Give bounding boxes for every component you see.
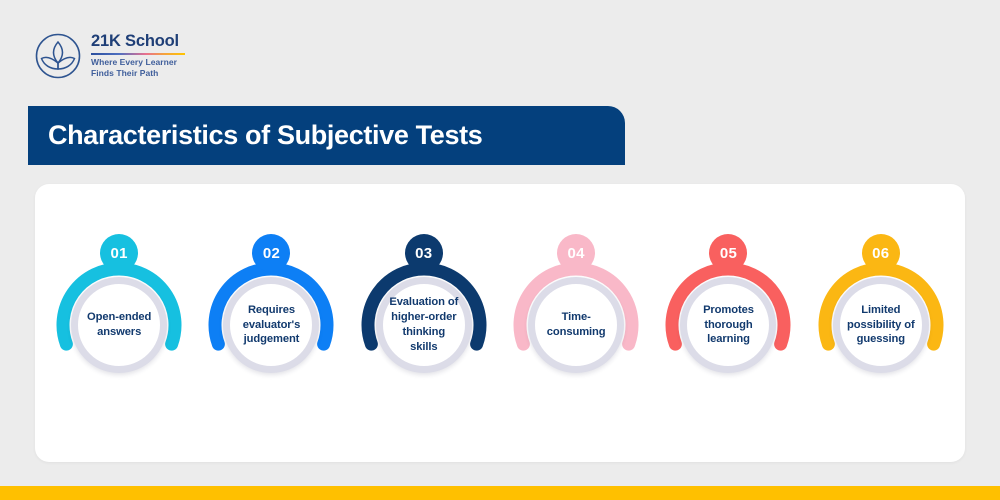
item-inner-circle: Open-ended answers bbox=[71, 277, 168, 373]
title-banner: Characteristics of Subjective Tests bbox=[28, 106, 625, 165]
item-circle: Open-ended answers bbox=[54, 260, 184, 390]
footer-accent-bar bbox=[0, 486, 1000, 500]
item-inner-circle: Time-consuming bbox=[528, 277, 625, 373]
item-circle: Evaluation of higher-order thinking skil… bbox=[359, 260, 489, 390]
item-number-badge: 02 bbox=[252, 234, 291, 272]
item-label: Evaluation of higher-order thinking skil… bbox=[389, 296, 459, 353]
page-title: Characteristics of Subjective Tests bbox=[48, 120, 483, 150]
content-card bbox=[35, 184, 965, 462]
item-number-badge: 03 bbox=[404, 234, 443, 272]
brand-gradient-underline bbox=[91, 52, 185, 56]
item-circle: Limited possibility of guessing bbox=[816, 260, 946, 390]
item-inner-circle: Evaluation of higher-order thinking skil… bbox=[375, 277, 472, 373]
characteristic-item: 06 Limited possibility of guessing bbox=[806, 184, 956, 424]
item-circle: Promotes thorough learning bbox=[663, 260, 793, 390]
characteristic-item: 02 Requires evaluator's judgement bbox=[196, 184, 346, 424]
characteristic-item: 05 Promotes thorough learning bbox=[653, 184, 803, 424]
item-label: Open-ended answers bbox=[87, 311, 152, 338]
characteristic-item: 03 Evaluation of higher-order thinking sk… bbox=[349, 184, 499, 424]
characteristics-list: 01 Open-ended answers 02 Requires evaluator… bbox=[35, 184, 965, 462]
item-label: Requires evaluator's judgement bbox=[242, 303, 301, 346]
item-circle: Requires evaluator's judgement bbox=[206, 260, 336, 390]
item-inner-circle: Requires evaluator's judgement bbox=[223, 277, 320, 373]
item-number-badge: 05 bbox=[709, 234, 748, 272]
item-number-badge: 01 bbox=[100, 234, 139, 272]
item-label: Promotes thorough learning bbox=[703, 303, 754, 346]
characteristic-item: 01 Open-ended answers bbox=[44, 184, 194, 424]
brand-text-block: 21K School Where Every Learner Finds Thei… bbox=[91, 33, 185, 78]
brand-name: 21K School bbox=[91, 32, 179, 51]
item-number-badge: 06 bbox=[861, 234, 900, 272]
item-label: Limited possibility of guessing bbox=[847, 303, 915, 346]
item-inner-circle: Limited possibility of guessing bbox=[832, 277, 929, 373]
lotus-circle-icon bbox=[35, 33, 81, 79]
brand-tagline: Where Every Learner Finds Their Path bbox=[91, 57, 177, 78]
characteristic-item: 04 Time-consuming bbox=[501, 184, 651, 424]
item-circle: Time-consuming bbox=[511, 260, 641, 390]
brand-logo: 21K School Where Every Learner Finds Thei… bbox=[34, 32, 185, 80]
item-inner-circle: Promotes thorough learning bbox=[680, 277, 777, 373]
item-number-badge: 04 bbox=[557, 234, 596, 272]
item-label: Time-consuming bbox=[546, 311, 606, 338]
